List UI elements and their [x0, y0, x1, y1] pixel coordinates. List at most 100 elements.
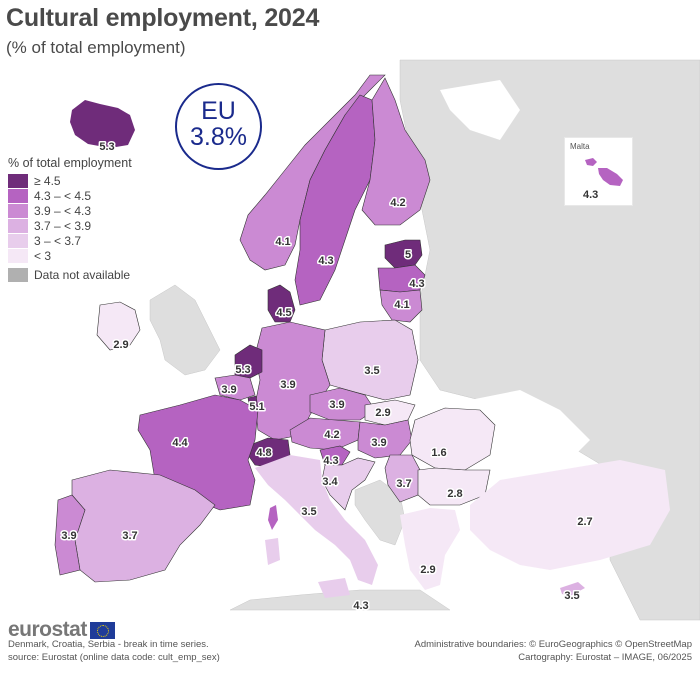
label-germany: 3.9 — [280, 379, 295, 391]
label-spain: 3.7 — [122, 530, 137, 542]
great-britain — [149, 284, 221, 376]
label-turkey: 2.7 — [577, 516, 592, 528]
eu-flag-icon — [89, 621, 115, 639]
label-austria: 4.2 — [324, 429, 339, 441]
label-malta-mainland: 4.3 — [353, 600, 368, 612]
malta-shape — [585, 158, 623, 186]
label-latvia: 4.3 — [409, 278, 424, 290]
legend-item: ≥ 4.5 — [8, 173, 132, 188]
label-slovakia: 2.9 — [375, 407, 390, 419]
legend-label: 3.7 – < 3.9 — [34, 218, 92, 233]
label-denmark: 4.5 — [276, 307, 291, 319]
north-africa — [229, 589, 451, 611]
legend-item: 3.9 – < 4.3 — [8, 203, 132, 218]
legend-swatch — [8, 173, 28, 188]
label-luxembourg: 5.1 — [249, 401, 264, 413]
legend-label: 4.3 – < 4.5 — [34, 188, 92, 203]
country-cyprus[interactable] — [560, 582, 585, 596]
eu-label: EU — [201, 97, 236, 125]
legend-label: 3 – < 3.7 — [34, 233, 82, 248]
label-iceland: 5.3 — [99, 141, 114, 153]
label-slovenia: 4.3 — [323, 455, 338, 467]
country-sardinia[interactable] — [265, 538, 280, 565]
cartography-credit: Cartography: Eurostat – IMAGE, 06/2025 — [518, 652, 692, 663]
break-note: Denmark, Croatia, Serbia - break in time… — [8, 639, 209, 650]
country-poland[interactable] — [321, 319, 419, 401]
country-norway[interactable] — [239, 74, 386, 271]
label-bulgaria: 2.8 — [447, 488, 462, 500]
eu-value: 3.8% — [190, 123, 247, 151]
legend-swatch — [8, 233, 28, 248]
footer-credits: Administrative boundaries: © EuroGeograp… — [415, 638, 693, 664]
footer-notes: Denmark, Croatia, Serbia - break in time… — [8, 638, 220, 664]
label-netherlands: 5.3 — [235, 364, 250, 376]
eurostat-logo: eurostat — [8, 618, 115, 642]
legend-title: % of total employment — [8, 156, 132, 170]
legend-item-not-available: Data not available — [8, 267, 132, 282]
legend-label: < 3 — [34, 248, 52, 263]
source-note: source: Eurostat (online data code: cult… — [8, 652, 220, 663]
country-denmark[interactable] — [267, 284, 296, 323]
country-turkey[interactable] — [470, 460, 670, 570]
legend-swatch — [8, 203, 28, 218]
country-lithuania[interactable] — [379, 289, 423, 323]
label-italy: 3.5 — [301, 506, 316, 518]
label-norway: 4.1 — [275, 236, 290, 248]
label-lithuania: 4.1 — [394, 299, 409, 311]
country-croatia[interactable] — [321, 457, 376, 511]
label-sweden: 4.3 — [318, 255, 333, 267]
value-labels: 5.3 4.1 4.3 4.2 5 4.3 4.1 4.5 2.9 5.3 3.… — [60, 140, 594, 614]
legend-item: 4.3 – < 4.5 — [8, 188, 132, 203]
country-portugal[interactable] — [54, 494, 86, 576]
country-estonia[interactable] — [384, 239, 423, 269]
legend-item: 3.7 – < 3.9 — [8, 218, 132, 233]
legend-label: 3.9 – < 4.3 — [34, 203, 92, 218]
country-italy[interactable] — [255, 455, 378, 585]
label-ireland: 2.9 — [113, 339, 128, 351]
label-czechia: 3.9 — [329, 399, 344, 411]
country-greece[interactable] — [400, 508, 460, 590]
label-romania: 1.6 — [431, 447, 446, 459]
page-subtitle: (% of total employment) — [6, 38, 186, 57]
legend-swatch — [8, 248, 28, 263]
inset-value: 4.3 — [583, 189, 599, 201]
page-title: Cultural employment, 2024 — [6, 4, 320, 32]
legend-label: Data not available — [34, 267, 131, 282]
legend-item: 3 – < 3.7 — [8, 233, 132, 248]
country-sicily[interactable] — [318, 578, 350, 598]
white-sea — [440, 80, 520, 140]
boundaries-credit: Administrative boundaries: © EuroGeograp… — [414, 639, 693, 650]
label-france: 4.4 — [172, 437, 188, 449]
legend: % of total employment ≥ 4.5 4.3 – < 4.5 … — [8, 156, 132, 282]
logo-text: eurostat — [8, 618, 87, 641]
malta-inset: Malta 4.3 — [564, 137, 633, 206]
label-switzerland: 4.8 — [256, 447, 271, 459]
label-serbia: 3.7 — [396, 478, 411, 490]
country-ireland[interactable] — [96, 301, 141, 351]
inset-title: Malta — [570, 142, 590, 151]
eu-average-badge: EU 3.8% — [175, 83, 262, 170]
legend-swatch — [8, 188, 28, 203]
country-slovenia[interactable] — [319, 445, 351, 466]
black-sea — [470, 390, 590, 470]
legend-swatch — [8, 267, 28, 282]
country-iceland[interactable] — [70, 100, 135, 148]
western-balkans — [354, 479, 406, 546]
label-hungary: 3.9 — [371, 437, 386, 449]
country-belgium[interactable] — [214, 374, 256, 401]
country-finland[interactable] — [361, 77, 431, 226]
legend-swatch — [8, 218, 28, 233]
country-corsica[interactable] — [268, 505, 278, 530]
country-serbia[interactable] — [384, 454, 421, 503]
legend-item: < 3 — [8, 248, 132, 263]
legend-label: ≥ 4.5 — [34, 173, 61, 188]
label-portugal: 3.9 — [61, 530, 76, 542]
label-croatia: 3.4 — [322, 476, 338, 488]
label-estonia: 5 — [405, 249, 411, 261]
label-finland: 4.2 — [390, 197, 405, 209]
label-cyprus: 3.5 — [564, 590, 579, 602]
label-greece: 2.9 — [420, 564, 435, 576]
label-belgium: 3.9 — [221, 384, 236, 396]
country-romania[interactable] — [409, 407, 496, 471]
